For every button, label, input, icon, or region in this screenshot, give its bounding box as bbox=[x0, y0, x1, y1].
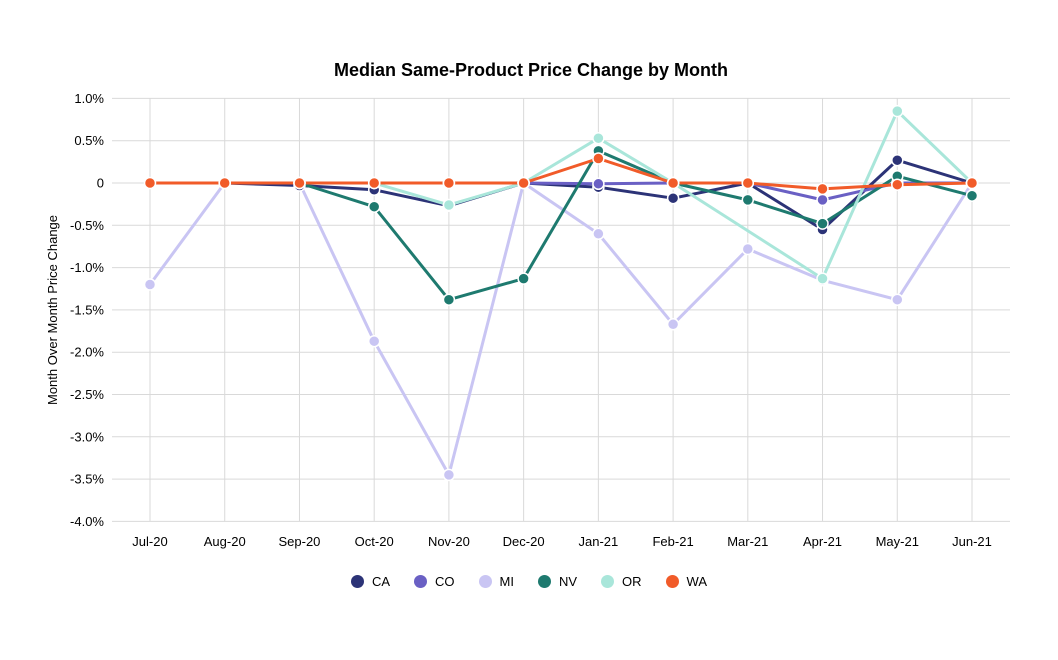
x-tick-label: Aug-20 bbox=[204, 534, 246, 549]
series-markers-MI bbox=[143, 176, 979, 482]
series-line-OR bbox=[372, 109, 974, 281]
data-point-WA[interactable] bbox=[143, 176, 157, 190]
data-point-OR[interactable] bbox=[816, 272, 829, 285]
data-point-MI[interactable] bbox=[891, 293, 904, 306]
data-point-MI[interactable] bbox=[143, 278, 157, 291]
legend-item-MI[interactable]: MI bbox=[478, 574, 514, 589]
legend-swatch-icon bbox=[478, 575, 492, 588]
data-point-NV[interactable] bbox=[816, 217, 829, 230]
x-tick-label: Dec-20 bbox=[503, 534, 545, 549]
y-axis-tick-labels: 1.0% 0.5% 0 -0.5% -1.0% -1.5% -2.0% -2.5% -3.0% -… bbox=[70, 91, 104, 529]
x-tick-label: Apr-21 bbox=[803, 534, 842, 549]
legend-label: CA bbox=[371, 574, 391, 589]
data-point-WA[interactable] bbox=[367, 176, 381, 190]
data-point-WA[interactable] bbox=[293, 176, 306, 190]
data-point-MI[interactable] bbox=[741, 242, 755, 256]
y-tick-label: 0 bbox=[97, 176, 104, 191]
data-point-OR[interactable] bbox=[592, 131, 605, 145]
legend-swatch-icon bbox=[537, 575, 551, 588]
y-tick-label: -1.0% bbox=[70, 260, 104, 275]
legend-label: WA bbox=[686, 574, 708, 589]
data-point-OR[interactable] bbox=[442, 198, 456, 212]
data-point-WA[interactable] bbox=[218, 176, 231, 190]
y-tick-label: -2.5% bbox=[70, 387, 104, 402]
x-tick-label: Jun-21 bbox=[952, 534, 992, 549]
data-point-WA[interactable] bbox=[816, 182, 829, 196]
data-point-CO[interactable] bbox=[592, 177, 605, 191]
legend-label: CO bbox=[435, 574, 455, 589]
chart-title: Median Same-Product Price Change by Mont… bbox=[333, 60, 729, 80]
y-tick-label: -0.5% bbox=[70, 218, 104, 233]
legend-item-NV[interactable]: NV bbox=[537, 574, 578, 589]
chart-legend: CA CO MI NV OR WA bbox=[0, 574, 1058, 589]
y-tick-label: -4.0% bbox=[70, 514, 104, 529]
series-lines bbox=[148, 109, 974, 477]
x-axis-tick-labels: Jul-20 Aug-20 Sep-20 Oct-20 Nov-20 Dec-20 Jan-… bbox=[132, 534, 992, 549]
data-point-CO[interactable] bbox=[816, 193, 829, 207]
legend-item-CO[interactable]: CO bbox=[414, 574, 455, 589]
y-tick-label: -3.5% bbox=[70, 472, 104, 487]
x-tick-label: Jul-20 bbox=[132, 534, 167, 549]
x-tick-label: Mar-21 bbox=[727, 534, 768, 549]
x-tick-label: Nov-20 bbox=[428, 534, 470, 549]
x-tick-label: Sep-20 bbox=[278, 534, 320, 549]
y-tick-label: -3.0% bbox=[70, 429, 104, 444]
data-point-MI[interactable] bbox=[666, 318, 680, 331]
data-point-NV[interactable] bbox=[367, 200, 381, 213]
x-tick-label: Feb-21 bbox=[652, 534, 693, 549]
y-tick-label: 0.5% bbox=[74, 133, 104, 148]
legend-item-OR[interactable]: OR bbox=[601, 574, 642, 589]
legend-swatch-icon bbox=[601, 575, 615, 588]
data-point-NV[interactable] bbox=[965, 189, 979, 202]
y-tick-label: -2.0% bbox=[70, 345, 104, 360]
legend-swatch-icon bbox=[414, 575, 428, 588]
x-tick-label: May-21 bbox=[876, 534, 919, 549]
series-points bbox=[143, 104, 979, 482]
data-point-WA[interactable] bbox=[517, 176, 530, 190]
data-point-MI[interactable] bbox=[442, 468, 456, 482]
data-point-WA[interactable] bbox=[592, 152, 605, 165]
x-tick-label: Oct-20 bbox=[355, 534, 394, 549]
data-point-WA[interactable] bbox=[666, 176, 680, 190]
data-point-CA[interactable] bbox=[666, 191, 680, 205]
legend-item-CA[interactable]: CA bbox=[350, 574, 391, 589]
legend-swatch-icon bbox=[665, 575, 679, 588]
data-point-MI[interactable] bbox=[592, 227, 605, 241]
data-point-NV[interactable] bbox=[517, 272, 530, 285]
data-point-WA[interactable] bbox=[442, 176, 456, 190]
legend-label: MI bbox=[499, 574, 514, 589]
legend-swatch-icon bbox=[350, 575, 364, 588]
data-point-WA[interactable] bbox=[741, 176, 755, 190]
data-point-MI[interactable] bbox=[367, 334, 381, 348]
series-markers-WA bbox=[143, 152, 979, 196]
y-tick-label: 1.0% bbox=[74, 91, 104, 106]
x-tick-label: Jan-21 bbox=[578, 534, 618, 549]
gridlines bbox=[112, 97, 1010, 522]
data-point-OR[interactable] bbox=[891, 104, 904, 118]
data-point-NV[interactable] bbox=[442, 293, 456, 306]
legend-item-WA[interactable]: WA bbox=[665, 574, 708, 589]
y-tick-label: -1.5% bbox=[70, 302, 104, 317]
data-point-NV[interactable] bbox=[741, 193, 755, 207]
data-point-WA[interactable] bbox=[965, 176, 979, 190]
y-axis-title: Month Over Month Price Change bbox=[45, 215, 60, 405]
legend-label: NV bbox=[558, 574, 578, 589]
series-line-WA bbox=[148, 157, 974, 191]
data-point-CA[interactable] bbox=[891, 153, 904, 167]
legend-label: OR bbox=[622, 574, 642, 589]
series-line-MI bbox=[148, 181, 974, 477]
data-point-WA[interactable] bbox=[891, 178, 904, 191]
